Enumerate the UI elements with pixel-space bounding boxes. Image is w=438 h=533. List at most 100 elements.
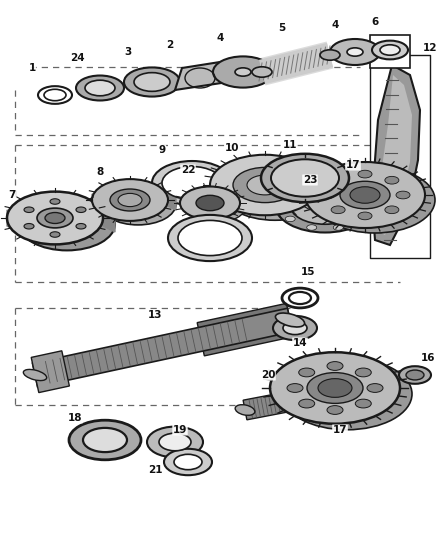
Ellipse shape bbox=[164, 449, 212, 475]
Text: 20: 20 bbox=[261, 370, 275, 380]
Polygon shape bbox=[243, 378, 362, 420]
Ellipse shape bbox=[363, 202, 373, 208]
Ellipse shape bbox=[367, 384, 383, 392]
Text: 15: 15 bbox=[301, 267, 315, 277]
Ellipse shape bbox=[287, 384, 303, 392]
Ellipse shape bbox=[399, 366, 431, 384]
Ellipse shape bbox=[290, 185, 360, 224]
Polygon shape bbox=[168, 194, 176, 210]
Ellipse shape bbox=[134, 72, 170, 91]
Ellipse shape bbox=[358, 212, 372, 220]
Text: 21: 21 bbox=[148, 465, 162, 475]
Text: 14: 14 bbox=[293, 338, 307, 348]
Ellipse shape bbox=[307, 373, 363, 403]
Ellipse shape bbox=[233, 167, 297, 203]
Ellipse shape bbox=[372, 41, 408, 59]
Ellipse shape bbox=[355, 399, 371, 408]
Ellipse shape bbox=[76, 207, 86, 213]
Ellipse shape bbox=[327, 361, 343, 370]
Ellipse shape bbox=[307, 180, 317, 185]
Text: 10: 10 bbox=[225, 143, 239, 153]
Text: 7: 7 bbox=[8, 190, 16, 200]
Ellipse shape bbox=[147, 426, 203, 457]
Ellipse shape bbox=[210, 155, 320, 215]
Ellipse shape bbox=[406, 370, 424, 380]
Polygon shape bbox=[175, 62, 228, 90]
Ellipse shape bbox=[186, 190, 246, 222]
Ellipse shape bbox=[320, 50, 340, 60]
Ellipse shape bbox=[152, 161, 232, 205]
Ellipse shape bbox=[247, 175, 283, 195]
Ellipse shape bbox=[162, 166, 222, 199]
Ellipse shape bbox=[358, 385, 386, 400]
Ellipse shape bbox=[355, 216, 365, 222]
Text: 9: 9 bbox=[159, 145, 166, 155]
Ellipse shape bbox=[285, 216, 295, 222]
Ellipse shape bbox=[178, 221, 242, 256]
Ellipse shape bbox=[270, 352, 400, 424]
Text: 18: 18 bbox=[68, 413, 82, 423]
Text: 3: 3 bbox=[124, 47, 132, 57]
Ellipse shape bbox=[396, 191, 410, 199]
Ellipse shape bbox=[159, 433, 191, 451]
Ellipse shape bbox=[45, 213, 65, 223]
Ellipse shape bbox=[327, 406, 343, 414]
Ellipse shape bbox=[346, 381, 374, 395]
Ellipse shape bbox=[83, 428, 127, 452]
Ellipse shape bbox=[168, 215, 252, 261]
Ellipse shape bbox=[76, 223, 86, 229]
Text: 17: 17 bbox=[333, 425, 347, 435]
Ellipse shape bbox=[174, 454, 202, 470]
Text: 1: 1 bbox=[28, 63, 35, 73]
Polygon shape bbox=[92, 194, 100, 210]
Ellipse shape bbox=[333, 225, 343, 230]
Text: 2: 2 bbox=[166, 40, 173, 50]
Ellipse shape bbox=[277, 202, 287, 208]
Ellipse shape bbox=[331, 206, 345, 214]
Text: 12: 12 bbox=[423, 43, 437, 53]
Ellipse shape bbox=[275, 177, 375, 232]
Ellipse shape bbox=[37, 208, 73, 228]
Text: 19: 19 bbox=[173, 425, 187, 435]
Ellipse shape bbox=[340, 181, 390, 209]
Ellipse shape bbox=[385, 206, 399, 214]
Ellipse shape bbox=[69, 420, 141, 460]
Polygon shape bbox=[375, 75, 412, 235]
Ellipse shape bbox=[220, 160, 330, 220]
Text: 4: 4 bbox=[331, 20, 339, 30]
Ellipse shape bbox=[320, 191, 334, 199]
Ellipse shape bbox=[318, 378, 352, 397]
Ellipse shape bbox=[331, 176, 345, 184]
Ellipse shape bbox=[252, 67, 272, 77]
Ellipse shape bbox=[50, 232, 60, 237]
Ellipse shape bbox=[333, 180, 343, 185]
Text: 6: 6 bbox=[371, 17, 378, 27]
Ellipse shape bbox=[92, 179, 168, 221]
Ellipse shape bbox=[347, 48, 363, 56]
Ellipse shape bbox=[85, 80, 115, 96]
Ellipse shape bbox=[299, 399, 315, 408]
Ellipse shape bbox=[118, 193, 142, 207]
Ellipse shape bbox=[305, 162, 425, 228]
Ellipse shape bbox=[299, 368, 315, 377]
Text: 16: 16 bbox=[421, 353, 435, 363]
Ellipse shape bbox=[355, 368, 371, 377]
Ellipse shape bbox=[261, 154, 349, 202]
Polygon shape bbox=[197, 303, 293, 356]
Text: 4: 4 bbox=[216, 33, 224, 43]
Ellipse shape bbox=[19, 198, 115, 251]
Polygon shape bbox=[31, 351, 69, 393]
Ellipse shape bbox=[7, 191, 103, 245]
Ellipse shape bbox=[24, 207, 34, 213]
Polygon shape bbox=[320, 177, 330, 198]
Text: 5: 5 bbox=[279, 23, 286, 33]
Polygon shape bbox=[32, 308, 293, 387]
Ellipse shape bbox=[285, 188, 295, 194]
Ellipse shape bbox=[213, 56, 273, 87]
Text: 22: 22 bbox=[181, 165, 195, 175]
Ellipse shape bbox=[50, 199, 60, 204]
Ellipse shape bbox=[283, 321, 307, 335]
Ellipse shape bbox=[355, 188, 365, 194]
Text: 24: 24 bbox=[70, 53, 84, 63]
Ellipse shape bbox=[235, 405, 255, 415]
